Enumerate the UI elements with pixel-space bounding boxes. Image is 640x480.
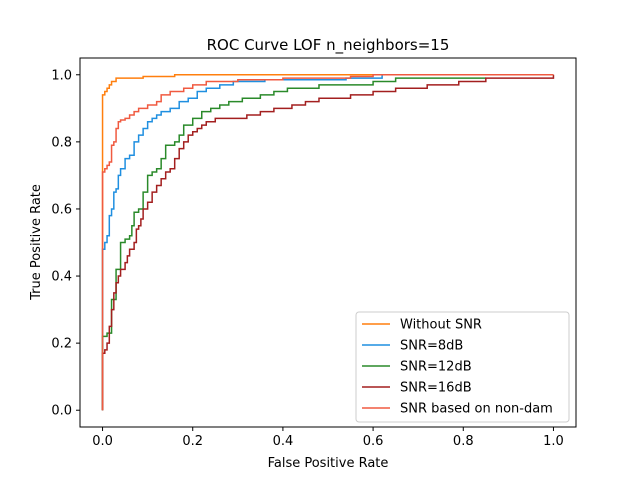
y-axis-label: True Positive Rate <box>29 184 44 301</box>
axis-ticks: 0.0 0.2 0.4 0.6 0.8 1.0 0.0 0.2 0.4 0.6 0.8 1.0 <box>51 68 563 449</box>
plot-frame <box>79 57 577 428</box>
y-tick-label: 0.0 <box>51 404 72 419</box>
x-tick-label: 0.6 <box>363 434 384 449</box>
x-tick-label: 0.8 <box>453 434 474 449</box>
x-tick-label: 0.2 <box>182 434 203 449</box>
x-tick-label: 0.4 <box>273 434 294 449</box>
y-tick-label: 0.8 <box>51 135 72 150</box>
legend-label: SNR based on non-dam <box>400 402 553 417</box>
x-tick-label: 0.0 <box>92 434 113 449</box>
y-tick-label: 0.6 <box>51 202 72 217</box>
legend-label: SNR=8dB <box>400 339 463 354</box>
legend-label: SNR=12dB <box>400 360 472 375</box>
series-line-4 <box>101 74 555 411</box>
legend: Without SNR SNR=8dB SNR=12dB SNR=16dB SNR ba… <box>355 311 570 423</box>
series-line-1 <box>101 74 554 411</box>
legend-label: Without SNR <box>400 318 482 333</box>
x-tick-label: 1.0 <box>543 434 564 449</box>
series-line-3 <box>101 77 486 411</box>
legend-box <box>355 311 570 423</box>
x-axis-label: False Positive Rate <box>268 456 389 471</box>
y-tick-label: 1.0 <box>51 68 72 83</box>
series-line-5 <box>101 74 554 411</box>
y-tick-label: 0.4 <box>51 270 72 285</box>
legend-label: SNR=16dB <box>400 381 472 396</box>
series-lines <box>101 74 555 411</box>
chart-title: ROC Curve LOF n_neighbors=15 <box>207 36 450 55</box>
y-tick-label: 0.2 <box>51 337 72 352</box>
